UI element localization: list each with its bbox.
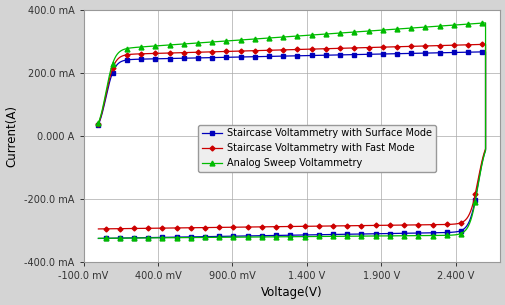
Staircase Voltammetry with Surface Mode	[445, 231, 451, 234]
Line: Staircase Voltammetry with Surface Mode: Staircase Voltammetry with Surface Mode	[96, 50, 486, 240]
Analog Sweep Voltammetry	[462, 228, 468, 232]
Staircase Voltammetry with Surface Mode	[95, 123, 101, 126]
Staircase Voltammetry with Fast Mode	[462, 218, 468, 222]
Analog Sweep Voltammetry	[356, 30, 362, 34]
Staircase Voltammetry with Surface Mode	[431, 51, 437, 55]
Staircase Voltammetry with Surface Mode	[95, 237, 101, 240]
Analog Sweep Voltammetry	[445, 233, 451, 237]
Y-axis label: Current(A): Current(A)	[6, 105, 19, 167]
Analog Sweep Voltammetry	[225, 39, 231, 43]
Analog Sweep Voltammetry	[95, 121, 101, 125]
Staircase Voltammetry with Surface Mode	[225, 56, 231, 59]
Staircase Voltammetry with Fast Mode	[225, 49, 231, 53]
Legend: Staircase Voltammetry with Surface Mode, Staircase Voltammetry with Fast Mode, A: Staircase Voltammetry with Surface Mode,…	[198, 124, 435, 172]
Analog Sweep Voltammetry	[482, 21, 488, 25]
Analog Sweep Voltammetry	[95, 236, 101, 240]
Analog Sweep Voltammetry	[198, 41, 204, 45]
Staircase Voltammetry with Surface Mode	[482, 50, 488, 54]
Staircase Voltammetry with Fast Mode	[95, 122, 101, 126]
Staircase Voltammetry with Fast Mode	[445, 223, 451, 226]
Line: Staircase Voltammetry with Fast Mode: Staircase Voltammetry with Fast Mode	[96, 43, 486, 231]
Staircase Voltammetry with Fast Mode	[356, 46, 362, 50]
Line: Analog Sweep Voltammetry: Analog Sweep Voltammetry	[96, 20, 487, 241]
Staircase Voltammetry with Fast Mode	[482, 42, 488, 46]
Staircase Voltammetry with Surface Mode	[356, 53, 362, 56]
Staircase Voltammetry with Surface Mode	[198, 56, 204, 60]
Staircase Voltammetry with Fast Mode	[431, 44, 437, 48]
Staircase Voltammetry with Fast Mode	[95, 227, 101, 231]
Staircase Voltammetry with Fast Mode	[198, 50, 204, 54]
X-axis label: Voltage(V): Voltage(V)	[261, 286, 322, 300]
Staircase Voltammetry with Surface Mode	[462, 226, 468, 229]
Analog Sweep Voltammetry	[431, 25, 437, 28]
